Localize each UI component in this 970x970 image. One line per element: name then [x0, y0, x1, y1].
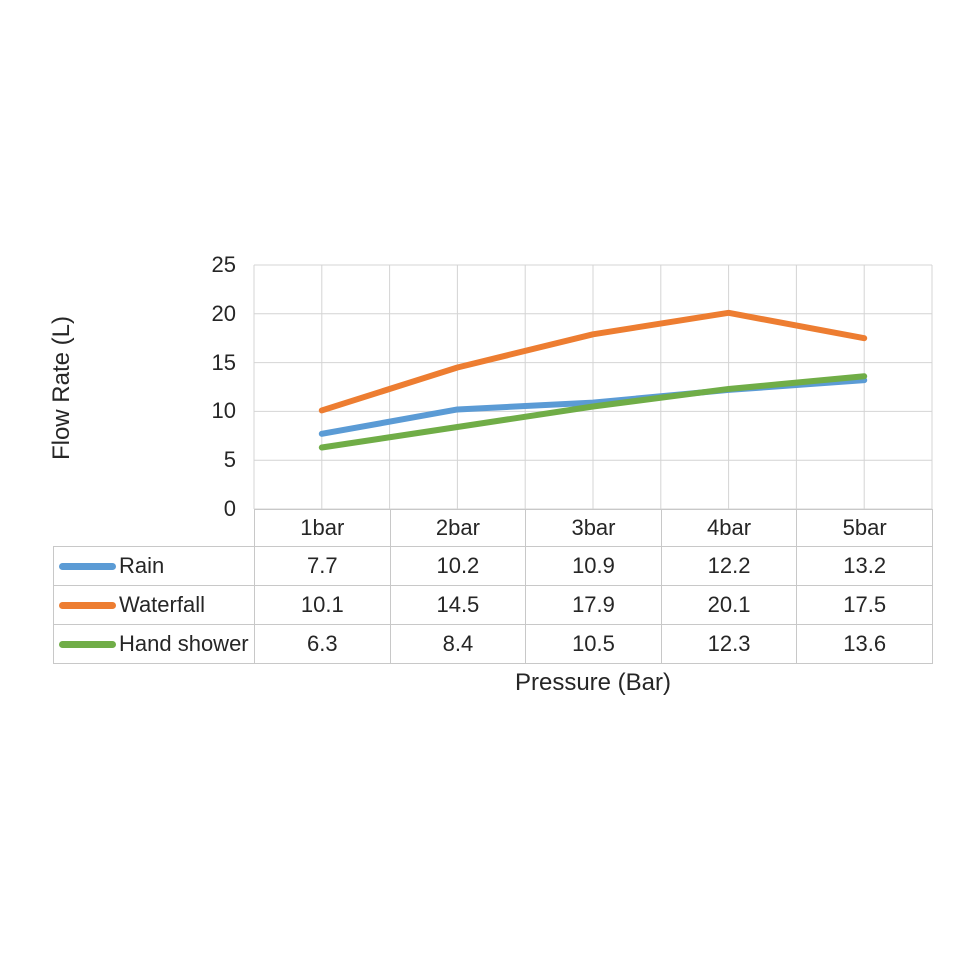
- table-cell-value: 10.1: [254, 585, 391, 625]
- table-corner-cell: [54, 510, 255, 547]
- y-axis-tick-label: 5: [223, 447, 236, 472]
- legend-cell-hand-shower: Hand shower: [53, 624, 255, 664]
- table-cell-value: 20.1: [660, 585, 798, 625]
- table-cell-value: 12.2: [660, 546, 798, 586]
- legend-swatch-waterfall: [59, 601, 116, 609]
- table-cell-value: 8.4: [389, 624, 527, 664]
- y-axis-title: Flow Rate (L): [48, 315, 75, 461]
- table-cell-value: 10.2: [389, 546, 527, 586]
- table-row-rain: Rain 7.7 10.2 10.9 12.2 13.2: [53, 546, 933, 586]
- x-axis-category-label: 3bar: [525, 509, 662, 547]
- table-cell-value: 14.5: [389, 585, 527, 625]
- series-name: Hand shower: [119, 631, 249, 656]
- y-axis-tick-labels: 25 20 15 10 5 0: [140, 0, 236, 540]
- table-row-hand-shower: Hand shower 6.3 8.4 10.5 12.3 13.6: [53, 624, 933, 664]
- y-axis-tick-label: 15: [211, 350, 236, 375]
- y-axis-tick-label: 0: [223, 496, 236, 521]
- table-cell-value: 17.5: [796, 585, 933, 625]
- table-cell-value: 13.6: [796, 624, 933, 664]
- legend-swatch-rain: [59, 562, 116, 570]
- table-cell-value: 17.9: [525, 585, 662, 625]
- x-axis-category-label: 5bar: [796, 509, 933, 547]
- series-line-waterfall: [318, 309, 868, 414]
- x-axis-label-row: 1bar 2bar 3bar 4bar 5bar: [54, 509, 933, 547]
- series-line-hand-shower: [318, 373, 868, 451]
- legend-cell-waterfall: Waterfall: [53, 585, 255, 625]
- legend-swatch-hand-shower: [59, 640, 116, 648]
- y-axis-tick-label: 10: [211, 398, 236, 423]
- series-name: Rain: [119, 553, 165, 578]
- table-cell-value: 7.7: [254, 546, 391, 586]
- table-cell-value: 12.3: [660, 624, 798, 664]
- x-axis-category-label: 4bar: [660, 509, 798, 547]
- table-cell-value: 13.2: [796, 546, 933, 586]
- table-cell-value: 10.5: [525, 624, 662, 664]
- data-table: 1bar 2bar 3bar 4bar 5bar Rain 7.7 10.2 1…: [53, 509, 933, 664]
- plot-area: [253, 264, 933, 510]
- table-row-waterfall: Waterfall 10.1 14.5 17.9 20.1 17.5: [53, 585, 933, 625]
- x-axis-category-label: 2bar: [389, 509, 527, 547]
- y-axis-tick-label: 25: [211, 252, 236, 277]
- table-cell-value: 6.3: [254, 624, 391, 664]
- table-cell-value: 10.9: [525, 546, 662, 586]
- x-axis-category-label: 1bar: [254, 509, 391, 547]
- x-axis-title: Pressure (Bar): [514, 669, 672, 696]
- y-axis-tick-label: 20: [211, 301, 236, 326]
- series-name: Waterfall: [119, 592, 205, 617]
- legend-cell-rain: Rain: [53, 546, 255, 586]
